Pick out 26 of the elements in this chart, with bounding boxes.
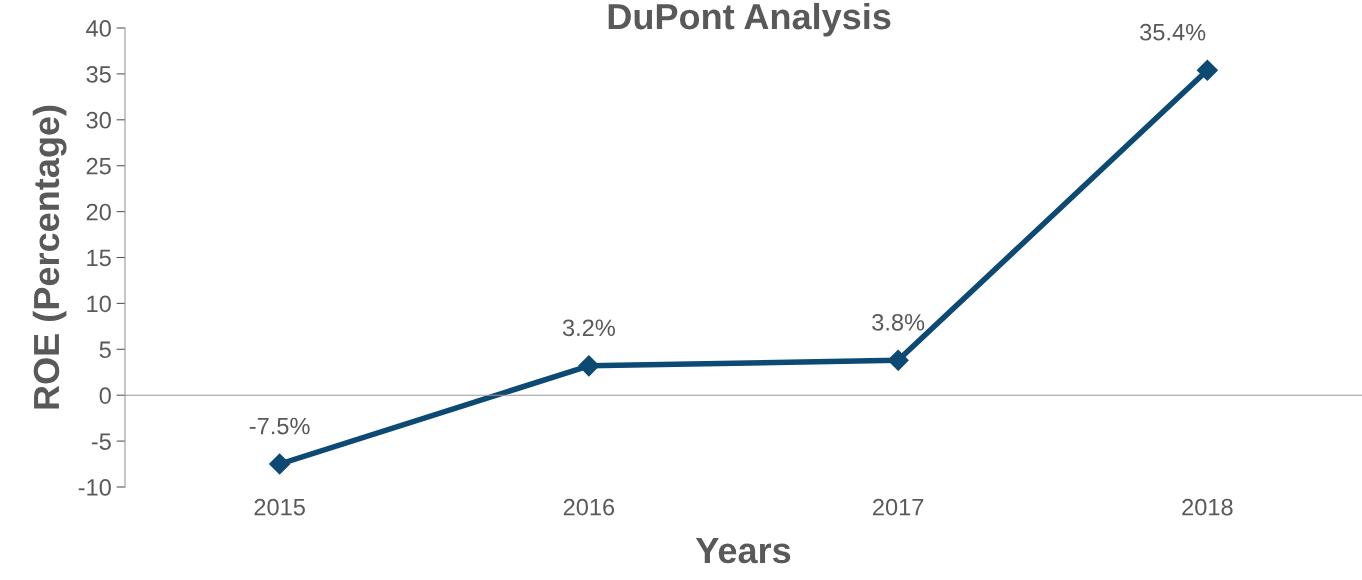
point xyxy=(887,349,909,371)
data-label: 3.8% xyxy=(872,313,925,331)
y-tick-label: 0 xyxy=(99,387,111,404)
y-tick-label: -10 xyxy=(78,479,111,496)
y-tick-label: 5 xyxy=(99,341,111,359)
data-label: 3.2% xyxy=(562,319,615,337)
y-tick-label: 40 xyxy=(86,20,111,37)
point xyxy=(578,355,600,377)
x-tick-label: 2018 xyxy=(1182,498,1233,516)
x-tick-label: 2017 xyxy=(873,498,924,516)
y-axis-title: ROE (Percentage) xyxy=(32,105,67,409)
y-tick-label: 15 xyxy=(87,249,111,267)
y-tick-label: 20 xyxy=(86,203,111,221)
data-label: -7.5% xyxy=(249,417,310,435)
point xyxy=(1196,59,1218,81)
x-tick-label: 2016 xyxy=(563,498,615,516)
y-tick-label: 10 xyxy=(87,295,111,313)
x-tick-label: 2015 xyxy=(254,498,305,516)
data-label: 35.4% xyxy=(1140,23,1206,41)
x-axis-title: Years xyxy=(695,538,791,564)
chart-title: DuPont Analysis xyxy=(608,2,891,37)
y-tick-label: 35 xyxy=(86,65,111,83)
y-tick-label: 30 xyxy=(86,111,111,129)
y-tick-label: 25 xyxy=(86,157,111,175)
point xyxy=(269,453,291,475)
y-tick-label: -5 xyxy=(91,433,111,450)
